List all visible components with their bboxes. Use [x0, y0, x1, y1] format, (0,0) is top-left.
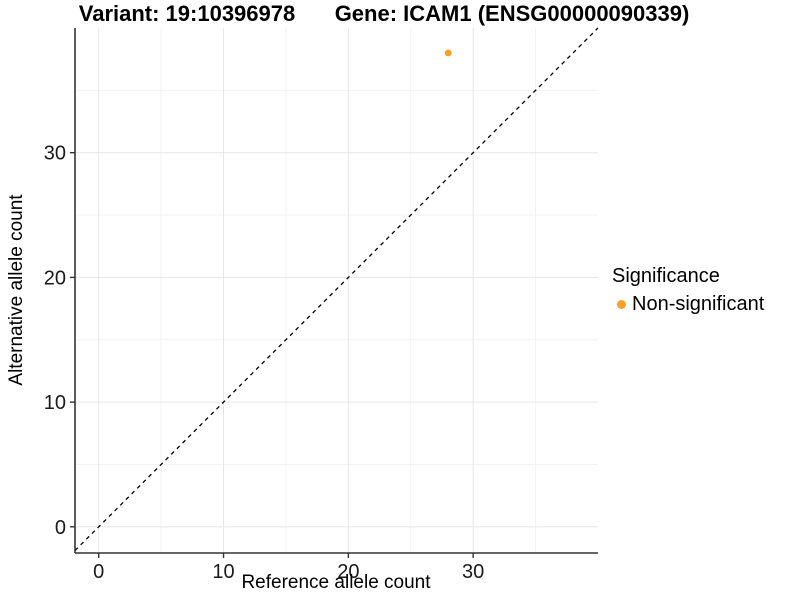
data-point — [444, 49, 452, 57]
y-tick-label: 20 — [44, 267, 66, 289]
identity-line — [74, 27, 599, 551]
legend: Significance Non-significant — [610, 264, 764, 316]
legend-item-label: Non-significant — [632, 293, 765, 315]
variant-title: Variant: 19:10396978 — [78, 1, 296, 26]
plot-panel — [75, 28, 598, 553]
y-tick-label: 30 — [44, 143, 66, 165]
x-tick-label: 20 — [337, 561, 359, 583]
x-tick-label: 30 — [462, 561, 484, 583]
gene-title: Gene: ICAM1 (ENSG00000090339) — [334, 1, 690, 26]
x-tick-label: 10 — [212, 561, 234, 583]
y-tick-label: 10 — [44, 392, 66, 414]
x-tick-label: 0 — [93, 561, 104, 583]
x-axis-title: Reference allele count — [241, 572, 431, 593]
legend-item: Non-significant — [610, 292, 764, 316]
legend-key-dot — [617, 299, 626, 309]
y-tick-label: 0 — [55, 517, 66, 539]
legend-title: Significance — [612, 265, 720, 287]
y-axis-title: Alternative allele count — [6, 194, 27, 386]
